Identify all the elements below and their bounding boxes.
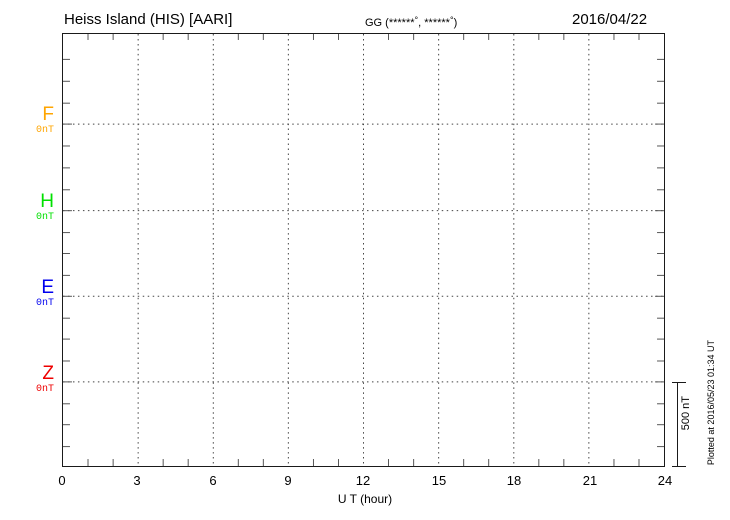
x-tick-6: 6 [209,473,217,488]
coords-separator: , [418,17,425,29]
x-tick-18: 18 [506,473,522,488]
magnetogram-plot-area [62,33,665,467]
data-trace-layer [63,34,664,466]
coords-latitude: ****** [388,17,415,29]
y-minor-ticks-right [655,58,664,448]
component-symbol-e: E [41,277,54,298]
scale-bar-bottom-cap [672,466,686,467]
component-symbol-z: Z [42,363,54,384]
scale-bar-line [677,382,678,467]
component-label-h: H 0nT [8,192,54,223]
component-symbol-h: H [40,191,54,212]
component-label-z: Z 0nT [8,364,54,395]
plotted-timestamp: Plotted at 2016/05/23 01:34 UT [706,340,716,466]
x-minor-ticks-top [87,34,640,40]
x-tick-0: 0 [58,473,66,488]
component-unit-h: 0nT [35,212,54,223]
x-tick-21: 21 [582,473,598,488]
x-axis-title: U T (hour) [337,492,393,506]
component-symbol-f: F [42,104,54,125]
x-tick-3: 3 [133,473,141,488]
scale-bar [672,382,694,467]
geographic-coordinates-label: GG (******°, ******°) [365,15,457,29]
x-minor-ticks [87,459,640,466]
component-unit-f: 0nT [35,125,54,136]
scale-bar-top-cap [672,382,686,383]
coords-suffix: ) [453,17,458,29]
component-unit-z: 0nT [35,384,54,395]
component-unit-e: 0nT [35,298,54,309]
degree-symbol-lat: ° [414,15,419,25]
degree-symbol-lon: ° [449,15,454,25]
component-label-f: F 0nT [8,105,54,136]
y-minor-ticks [63,58,72,448]
x-tick-15: 15 [431,473,447,488]
grid-layer [63,34,664,466]
x-tick-9: 9 [284,473,292,488]
page-title: Heiss Island (HIS) [AARI] [64,11,233,28]
x-tick-12: 12 [355,473,371,488]
coords-longitude: ****** [424,17,450,29]
scale-bar-label: 500 nT [680,396,692,431]
component-label-e: E 0nT [8,278,54,309]
coords-prefix: GG ( [365,17,389,29]
observation-date: 2016/04/22 [572,11,648,28]
baseline-gridlines [63,123,664,383]
x-tick-24: 24 [657,473,673,488]
